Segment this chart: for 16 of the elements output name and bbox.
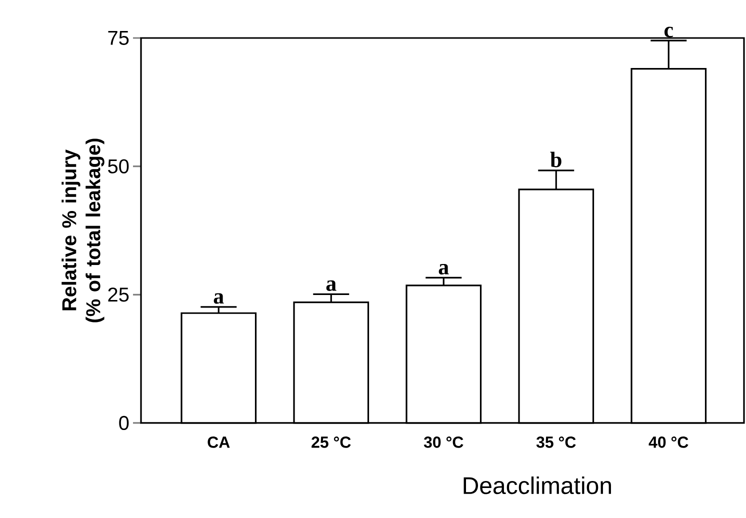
annotation: a xyxy=(214,293,224,304)
annotation: a xyxy=(438,264,449,275)
x-tick-label: 35 °C xyxy=(536,436,576,448)
text: c xyxy=(664,26,673,38)
y-tick-label: 0 xyxy=(119,416,129,430)
x-tick-label: 25 °C xyxy=(312,436,351,448)
y-tick-label: 25 xyxy=(108,288,129,302)
y-axis-title: Relative % injury (% of total leakage) xyxy=(62,138,104,322)
annotation: b xyxy=(550,152,562,168)
y-tick-label: 50 xyxy=(108,159,129,174)
annotation: a xyxy=(326,280,336,291)
y-tick-label: 75 xyxy=(108,31,129,45)
x-axis-title: Deacclimation xyxy=(464,476,611,494)
x-tick-label: 30 °C xyxy=(424,436,464,448)
x-tick-label: 40 °C xyxy=(648,436,688,448)
x-tick-label: CA xyxy=(208,436,230,448)
